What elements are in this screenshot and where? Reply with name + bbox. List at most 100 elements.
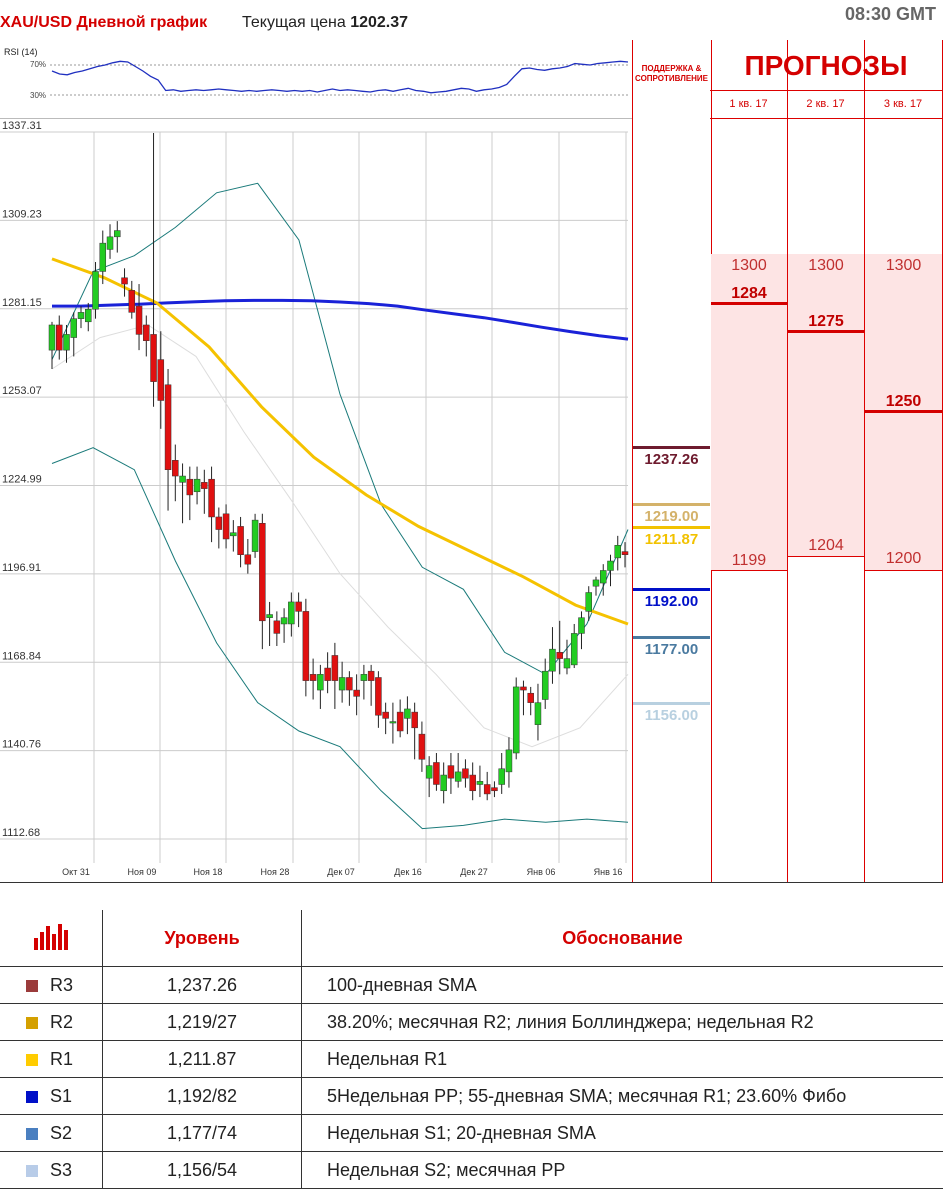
- candle-body: [375, 677, 382, 716]
- candle: [99, 230, 107, 285]
- candle-body: [157, 359, 165, 401]
- candle-body: [259, 523, 266, 622]
- rsi-line: [51, 60, 629, 94]
- candle-body: [585, 592, 592, 612]
- candle-body: [128, 290, 136, 313]
- candle-body: [440, 774, 447, 792]
- forecast-range-q2: [788, 254, 864, 556]
- candle: [512, 677, 520, 760]
- candle: [462, 759, 469, 788]
- levels-table: Уровень Обоснование R3 1,237.26 100-дневна…: [0, 910, 943, 1189]
- candle-body: [396, 711, 404, 732]
- y-tick-label: 1337.31: [2, 120, 42, 132]
- level-reason: Недельная S1; 20-дневная SMA: [301, 1114, 943, 1152]
- candle-body: [541, 670, 549, 700]
- level-value: 1,156/54: [102, 1151, 302, 1189]
- current-price: Текущая цена 1202.37: [242, 14, 408, 32]
- candle: [556, 620, 563, 675]
- candle: [295, 592, 302, 628]
- candle-body: [99, 242, 107, 272]
- candle: [186, 466, 194, 521]
- bollinger-lower-line: [51, 447, 629, 830]
- rsi-chart: RSI (14) 70% 30%: [4, 47, 629, 100]
- candle: [454, 753, 462, 788]
- rsi-70-label: 70%: [30, 60, 46, 69]
- candle: [469, 762, 476, 801]
- forecast-low-line-q2: [788, 556, 864, 557]
- candle-body: [338, 677, 346, 691]
- forecast-low-q3: 1200: [885, 550, 922, 567]
- candle: [201, 469, 208, 514]
- level-value: 1,219/27: [102, 1003, 302, 1041]
- level-name-cell: S1: [0, 1077, 103, 1115]
- candle-body: [288, 601, 295, 625]
- level-name: R2: [50, 1011, 74, 1032]
- candle: [135, 284, 143, 351]
- sr-level-label: 1192.00: [644, 593, 699, 611]
- candle: [56, 315, 63, 360]
- levels-table-icon-cell: [0, 910, 103, 967]
- timestamp: 08:30 GMT: [844, 4, 936, 24]
- x-tick-label: Окт 31: [62, 867, 90, 877]
- candle: [534, 683, 542, 741]
- forecast-quarter-2: 2 кв. 17: [787, 90, 864, 119]
- y-tick-label: 1140.76: [2, 739, 41, 751]
- sma-yellow-line: [51, 257, 629, 626]
- x-tick-label: Янв 16: [594, 867, 623, 877]
- candle-body: [92, 271, 99, 310]
- candle-body: [85, 308, 92, 323]
- levels-table-level-header: Уровень: [102, 910, 302, 967]
- forecast-low-q1: 1199: [731, 552, 767, 569]
- forecast-quarter-1: 1 кв. 17: [710, 90, 787, 119]
- candle-body: [382, 711, 389, 719]
- candle-body: [534, 702, 542, 725]
- candle: [157, 331, 165, 429]
- candle: [121, 268, 128, 297]
- candle: [360, 664, 368, 700]
- candle-body: [295, 601, 302, 612]
- forecast-high-q1: 1300: [731, 257, 767, 274]
- forecast-target-line-q3: [865, 410, 942, 413]
- candle: [143, 315, 150, 357]
- level-name: R1: [50, 1048, 74, 1069]
- candle: [607, 554, 614, 587]
- level-reason: 38.20%; месячная R2; линия Боллинджера; …: [301, 1003, 943, 1041]
- candle-body: [106, 236, 114, 250]
- candle-body: [201, 482, 208, 489]
- candle: [193, 466, 201, 505]
- sr-level-line: [633, 635, 710, 639]
- candle-body: [346, 677, 353, 691]
- levels-table-row: R1 1,211.87 Недельная R1: [0, 1040, 943, 1078]
- candle: [128, 280, 136, 319]
- candle-body: [527, 692, 534, 703]
- candle: [549, 627, 556, 684]
- forecast-header-cell: [710, 40, 942, 91]
- candle-body: [549, 648, 556, 672]
- forecast-low-q2: 1204: [808, 537, 844, 554]
- candle-body: [266, 614, 273, 618]
- candle: [353, 674, 360, 716]
- candle: [273, 611, 281, 647]
- level-name: S2: [50, 1122, 73, 1143]
- candle-body: [462, 768, 469, 779]
- candle-body: [215, 516, 223, 530]
- candle: [563, 639, 571, 675]
- forecast-column-q1: [710, 40, 788, 882]
- candle-body: [498, 768, 505, 785]
- candle-body: [447, 765, 455, 779]
- candle-body: [425, 765, 433, 779]
- candle-body: [56, 324, 63, 351]
- candle-body: [570, 633, 578, 666]
- candle-body: [592, 579, 600, 587]
- forecast-target-q2: 1275: [808, 313, 844, 330]
- candle: [599, 564, 607, 596]
- level-name-cell: S3: [0, 1151, 103, 1189]
- candle-body: [483, 784, 491, 795]
- candle-body: [331, 655, 339, 681]
- level-color-swatch: [26, 1090, 38, 1103]
- candle: [382, 702, 389, 735]
- level-color-swatch: [26, 1016, 38, 1029]
- candle-body: [77, 312, 85, 319]
- forecast-range-q1: [711, 254, 787, 570]
- candle: [150, 132, 157, 407]
